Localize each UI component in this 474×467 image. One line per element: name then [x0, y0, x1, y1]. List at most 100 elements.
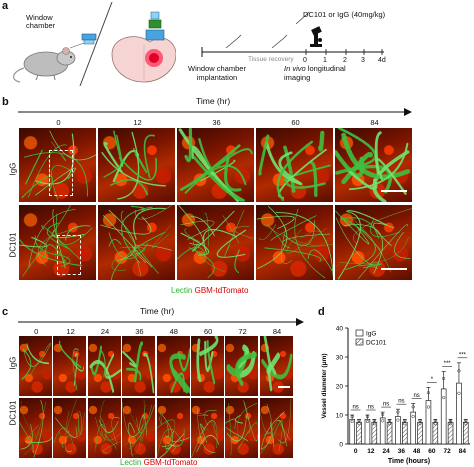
timeline-diagram — [201, 11, 384, 57]
micrograph-tile — [191, 336, 224, 396]
significance-label: *** — [444, 361, 452, 367]
micrograph-tile — [87, 336, 121, 396]
data-point — [411, 414, 415, 418]
tissue-recovery-label: Tissue recovery — [248, 56, 294, 63]
data-point — [449, 418, 453, 423]
micrograph-tile — [225, 336, 259, 396]
scale-bar — [381, 268, 407, 270]
y-tick-label: 30 — [336, 355, 344, 362]
panel-c-time-84: 84 — [272, 327, 282, 336]
x-tick-label: 60 — [428, 448, 436, 455]
significance-label: ns — [398, 399, 404, 405]
significance-label: ns — [383, 402, 389, 408]
imaging-rest: longitudinal imaging — [284, 64, 346, 82]
legend-lectin: Lectin — [120, 458, 142, 467]
treatment-label: DC101 or IgG (40mg/kg) — [303, 10, 386, 19]
data-point — [426, 405, 430, 409]
micrograph-tile — [335, 205, 412, 280]
panel-c-time-12: 12 — [66, 327, 75, 336]
microscope-icon — [310, 26, 322, 47]
significance-label: ns — [368, 405, 374, 411]
scale-bar — [381, 190, 407, 192]
imaging-label: In vivo longitudinal imaging — [284, 64, 346, 82]
panel-c-time-arrow — [18, 318, 304, 326]
data-point — [411, 405, 415, 409]
panel-c-row-igg: IgG — [8, 356, 18, 370]
data-point — [381, 412, 385, 416]
micrograph-tile — [53, 398, 87, 458]
vessel-diameter-chart: 0 10 20 30 40 Vessel diameter (μm) Time (hours… — [321, 326, 470, 465]
bar-IgG — [440, 388, 447, 445]
panel-c-time-48: 48 — [169, 327, 178, 336]
bar-DC101 — [371, 421, 378, 445]
data-point — [418, 422, 422, 426]
micrograph-tile — [259, 398, 293, 458]
micrograph-tile — [156, 336, 190, 396]
window-chamber-label: Window chamber — [26, 13, 56, 30]
bar-DC101 — [447, 421, 454, 445]
x-tick-label: 48 — [413, 448, 421, 455]
micrograph-tile — [19, 398, 52, 458]
bar-IgG — [349, 418, 355, 445]
bar-IgG — [425, 400, 432, 445]
panel-c-label: c — [2, 306, 9, 318]
implantation-label: Window chamber implantation — [188, 64, 246, 82]
data-point — [433, 422, 437, 426]
panel-b-time-60: 60 — [291, 118, 300, 127]
data-point — [350, 415, 354, 419]
bar-DC101 — [432, 421, 439, 445]
data-point — [464, 418, 468, 423]
bar-DC101 — [417, 421, 423, 445]
micrograph-tile — [335, 128, 412, 202]
panel-b-label: b — [2, 96, 9, 108]
bar-DC101 — [356, 421, 362, 445]
panel-b-legend: Lectin GBM-tdTomato — [171, 286, 248, 295]
micrograph-tile — [122, 336, 156, 396]
y-tick-label: 40 — [336, 326, 344, 333]
mouse-brain-illustration — [13, 2, 176, 86]
data-point — [464, 422, 468, 426]
panel-b-row-igg: IgG — [8, 162, 18, 176]
micrograph-tile — [19, 128, 96, 202]
panel-a-label: a — [2, 0, 9, 12]
panel-c-time-0: 0 — [34, 327, 39, 336]
tick-2: 2 — [343, 57, 347, 64]
panel-c-legend: Lectin GBM-tdTomato — [120, 458, 197, 467]
micrograph-tile — [191, 398, 224, 458]
micrograph-tile — [177, 128, 254, 202]
micrograph-tile — [177, 205, 254, 280]
bar-IgG — [410, 411, 416, 445]
mouse-icon — [13, 47, 76, 83]
micrograph-tile — [122, 398, 156, 458]
data-point — [418, 418, 422, 423]
panel-b-time-36: 36 — [212, 118, 221, 127]
significance-label: ns — [352, 405, 358, 411]
bar-IgG — [364, 418, 371, 445]
micrograph-tile — [256, 128, 333, 202]
data-point — [449, 422, 453, 426]
micrograph-tile — [156, 398, 190, 458]
bar-IgG — [395, 416, 401, 445]
panel-d-label: d — [318, 306, 325, 318]
x-tick-label: 36 — [398, 448, 406, 455]
x-tick-label: 84 — [459, 448, 467, 455]
x-tick-label: 12 — [367, 448, 375, 455]
zoom-region-box — [57, 235, 81, 275]
panel-c-time-36: 36 — [135, 327, 144, 336]
panel-b-time-12: 12 — [133, 118, 142, 127]
objective-icon — [148, 19, 162, 29]
bar-DC101 — [402, 421, 408, 445]
legend-label-DC101: DC101 — [366, 340, 387, 347]
data-point — [388, 418, 392, 423]
significance-label: * — [431, 377, 434, 383]
micrograph-tile — [87, 398, 121, 458]
legend-swatch-DC101 — [355, 338, 364, 346]
panel-c-time-72: 72 — [238, 327, 247, 336]
data-point — [357, 418, 361, 423]
data-point — [357, 422, 361, 426]
scale-bar — [277, 386, 290, 388]
legend-swatch-IgG — [355, 329, 364, 337]
x-tick-label: 72 — [444, 448, 452, 455]
tick-0: 0 — [303, 57, 307, 64]
